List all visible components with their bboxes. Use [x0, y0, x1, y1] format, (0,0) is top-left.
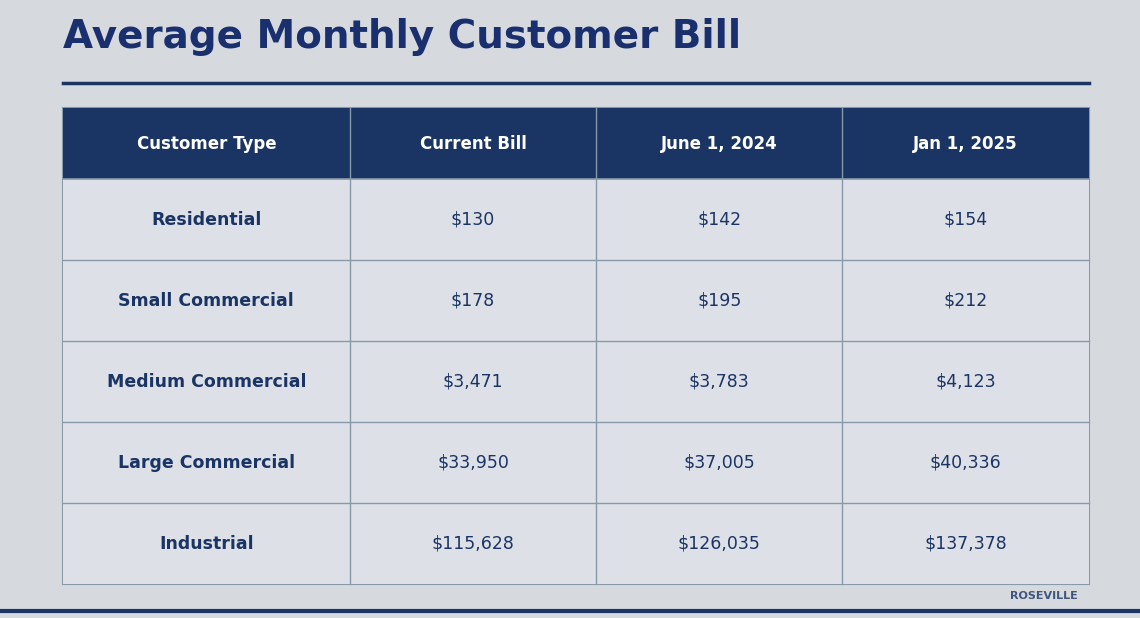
Text: ROSEVILLE: ROSEVILLE: [1010, 591, 1077, 601]
Text: $178: $178: [451, 292, 495, 310]
Text: $195: $195: [698, 292, 741, 310]
FancyBboxPatch shape: [63, 341, 1089, 422]
Text: Industrial: Industrial: [158, 535, 254, 552]
FancyBboxPatch shape: [63, 422, 1089, 503]
Text: $33,950: $33,950: [437, 454, 510, 472]
Text: $212: $212: [944, 292, 987, 310]
Text: $137,378: $137,378: [925, 535, 1007, 552]
FancyBboxPatch shape: [63, 108, 1089, 179]
Text: Customer Type: Customer Type: [137, 135, 276, 153]
Text: $3,471: $3,471: [442, 373, 504, 391]
Text: $40,336: $40,336: [930, 454, 1001, 472]
Text: Large Commercial: Large Commercial: [117, 454, 295, 472]
FancyBboxPatch shape: [63, 108, 1089, 584]
FancyBboxPatch shape: [63, 179, 1089, 260]
Text: $130: $130: [451, 211, 495, 229]
Text: Jan 1, 2025: Jan 1, 2025: [913, 135, 1018, 153]
Text: $3,783: $3,783: [689, 373, 750, 391]
Text: Average Monthly Customer Bill: Average Monthly Customer Bill: [63, 18, 741, 56]
Text: $37,005: $37,005: [684, 454, 755, 472]
FancyBboxPatch shape: [63, 260, 1089, 341]
Text: June 1, 2024: June 1, 2024: [661, 135, 777, 153]
Text: Medium Commercial: Medium Commercial: [107, 373, 306, 391]
Text: Small Commercial: Small Commercial: [119, 292, 294, 310]
Text: $126,035: $126,035: [678, 535, 760, 552]
Text: Residential: Residential: [152, 211, 261, 229]
Text: Current Bill: Current Bill: [420, 135, 527, 153]
Text: $154: $154: [944, 211, 987, 229]
Text: $142: $142: [698, 211, 741, 229]
FancyBboxPatch shape: [63, 503, 1089, 584]
Text: $4,123: $4,123: [935, 373, 996, 391]
Text: $115,628: $115,628: [432, 535, 514, 552]
